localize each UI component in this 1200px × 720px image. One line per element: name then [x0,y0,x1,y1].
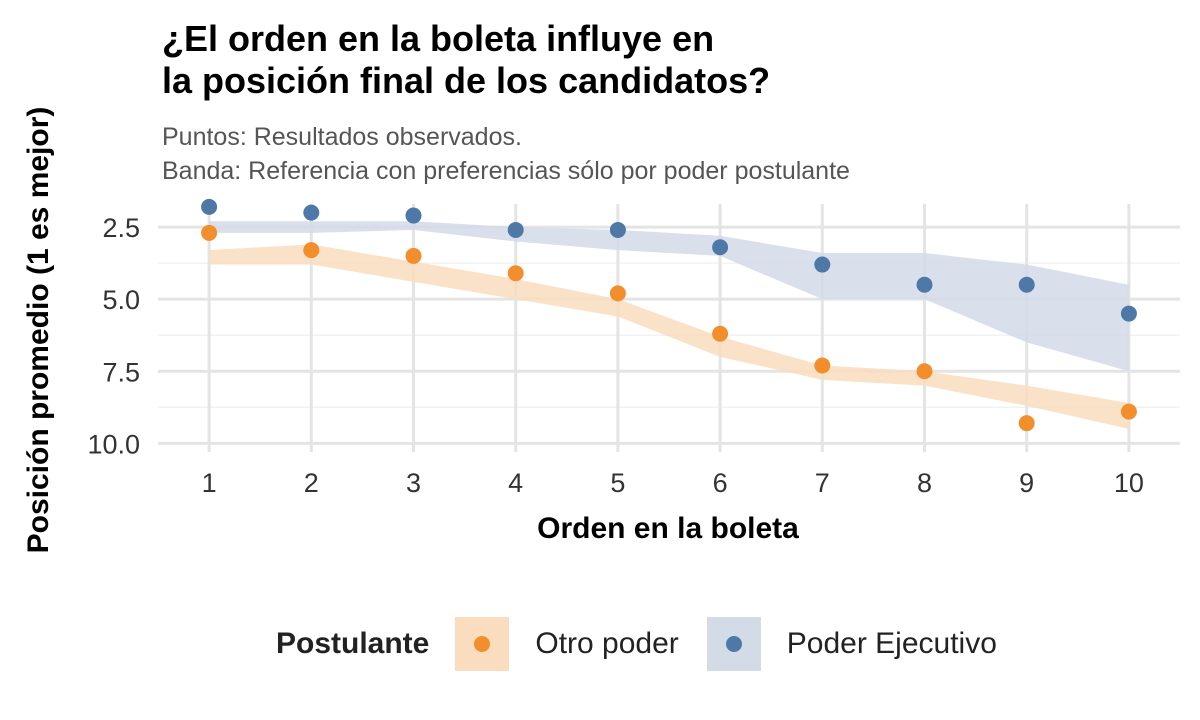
point-otro-poder [916,363,933,380]
point-poder-ejecutivo [916,276,933,293]
point-otro-poder [303,242,320,259]
y-tick-label: 7.5 [102,357,140,387]
point-poder-ejecutivo [201,198,218,215]
point-poder-ejecutivo [1120,305,1137,322]
point-otro-poder [1120,403,1137,420]
chart-title-line-2: la posición final de los candidatos? [162,60,771,101]
observed-points [201,198,1137,432]
x-axis-title: Orden en la boleta [537,512,799,545]
x-axis-ticks: 1 2 3 4 5 6 7 8 9 10 [202,468,1144,498]
legend-dot-otro-poder [474,636,491,652]
band-otro-poder [209,244,1129,429]
point-poder-ejecutivo [507,221,524,238]
x-tick-label: 6 [713,468,728,498]
x-tick-label: 2 [304,468,319,498]
band-poder-ejecutivo [209,221,1129,372]
point-poder-ejecutivo [1018,276,1035,293]
x-tick-label: 8 [917,468,932,498]
point-otro-poder [712,325,729,342]
x-tick-label: 5 [610,468,625,498]
point-poder-ejecutivo [814,256,831,273]
chart-subtitle-line-2: Banda: Referencia con preferencias sólo … [162,157,850,185]
chart-title-line-1: ¿El orden en la boleta influye en [162,18,715,59]
x-tick-label: 10 [1114,468,1144,498]
reference-bands [209,221,1129,429]
point-otro-poder [405,247,422,264]
point-otro-poder [814,357,831,374]
legend-label-poder-ejecutivo: Poder Ejecutivo [786,627,997,660]
legend-key-otro-poder [455,617,510,671]
point-poder-ejecutivo [303,204,320,221]
legend-dot-poder-ejecutivo [725,636,742,652]
y-tick-label: 2.5 [102,213,140,243]
chart-subtitle: Puntos: Resultados observados. Banda: Re… [162,120,1162,188]
y-axis-title: Posición promedio (1 es mejor) [22,107,55,554]
y-tick-label: 5.0 [102,285,140,315]
x-tick-label: 4 [508,468,523,498]
point-poder-ejecutivo [405,207,422,224]
legend-title: Postulante [276,627,430,660]
x-tick-label: 1 [202,468,217,498]
point-otro-poder [507,265,524,282]
chart-title: ¿El orden en la boleta influye en la pos… [162,18,1162,102]
point-otro-poder [201,224,218,241]
legend: Postulante Otro poder Poder Ejecutivo [276,616,1025,672]
y-axis-ticks: 2.5 5.0 7.5 10.0 [87,213,140,459]
point-otro-poder [1018,415,1035,432]
legend-label-otro-poder: Otro poder [535,627,679,660]
x-tick-label: 3 [406,468,421,498]
point-poder-ejecutivo [609,221,626,238]
x-tick-label: 9 [1019,468,1034,498]
point-otro-poder [609,285,626,302]
chart-subtitle-line-1: Puntos: Resultados observados. [162,123,522,151]
legend-key-poder-ejecutivo [706,617,761,671]
point-poder-ejecutivo [712,239,729,256]
x-tick-label: 7 [815,468,830,498]
y-tick-label: 10.0 [87,429,140,459]
